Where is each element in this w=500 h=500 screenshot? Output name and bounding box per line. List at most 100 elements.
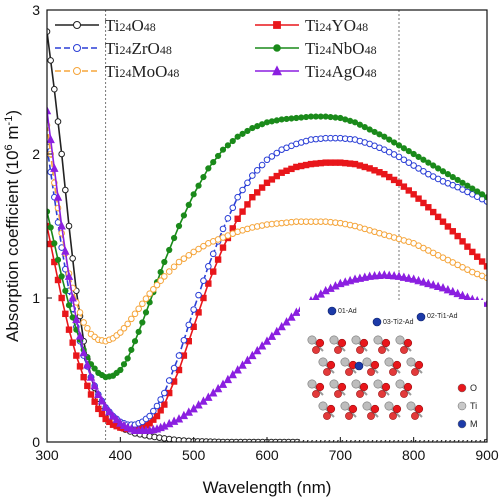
data-point	[399, 272, 409, 281]
x-tick-label: 700	[329, 447, 353, 463]
data-point	[87, 391, 95, 398]
data-point	[131, 338, 139, 345]
inset-ti-atom	[384, 401, 394, 411]
data-point	[371, 128, 378, 136]
data-point	[420, 156, 427, 163]
inset-o-atom	[326, 360, 336, 370]
data-point	[205, 165, 212, 172]
data-point	[165, 268, 173, 275]
data-point	[244, 201, 251, 208]
data-point	[131, 310, 139, 318]
data-point	[400, 145, 407, 152]
inset-o-atom	[315, 338, 325, 348]
data-point	[385, 270, 394, 279]
data-point	[98, 410, 106, 418]
data-point	[483, 263, 487, 270]
inset-m-atom	[354, 361, 364, 371]
data-point	[424, 278, 433, 288]
data-point	[135, 305, 142, 313]
data-point	[139, 319, 146, 326]
data-point	[410, 162, 417, 169]
data-point	[394, 271, 404, 280]
data-point	[185, 321, 193, 329]
data-point	[153, 281, 161, 289]
data-point	[214, 256, 222, 263]
inset-legend-label: O	[470, 383, 477, 393]
data-point	[209, 250, 217, 258]
inset-ti-atom	[406, 357, 416, 367]
data-point	[464, 182, 471, 189]
inset-ti-atom	[373, 335, 383, 345]
inset-o-atom	[337, 382, 347, 392]
data-point	[175, 352, 183, 359]
data-point	[219, 146, 227, 153]
data-point	[195, 182, 202, 189]
data-point	[101, 402, 110, 411]
data-point	[410, 191, 417, 198]
data-point	[153, 402, 161, 410]
data-point	[263, 156, 271, 164]
data-point	[128, 315, 135, 323]
data-point	[146, 412, 153, 420]
data-point	[273, 44, 281, 52]
data-point	[205, 280, 212, 287]
data-point	[135, 328, 142, 335]
inset-legend-label: M	[470, 419, 478, 429]
data-point	[69, 255, 76, 262]
data-point	[415, 165, 422, 172]
data-point	[204, 392, 213, 401]
data-point	[47, 57, 54, 64]
data-point	[62, 287, 69, 294]
data-point	[64, 271, 74, 280]
inset-legend-label: Ti	[470, 401, 477, 411]
data-point	[150, 407, 157, 415]
data-point	[244, 127, 251, 135]
data-point	[120, 324, 128, 332]
y-tick-label: 3	[32, 2, 40, 18]
data-point	[234, 133, 241, 140]
data-point	[195, 245, 202, 253]
data-point	[54, 256, 62, 263]
data-point	[262, 336, 272, 345]
data-point	[238, 360, 247, 369]
data-point	[69, 339, 76, 346]
data-point	[65, 326, 73, 333]
data-point	[272, 326, 281, 336]
inset-o-atom	[392, 404, 402, 414]
data-point	[395, 142, 403, 149]
inset-o-atom	[400, 346, 408, 354]
x-tick-label: 600	[255, 447, 279, 463]
data-point	[223, 374, 233, 384]
data-point	[54, 118, 62, 125]
inset-o-atom	[400, 390, 408, 398]
data-point	[185, 201, 192, 208]
data-point	[410, 150, 417, 158]
data-point	[454, 176, 461, 184]
inset-site-label: 02-Ti1-Ad	[427, 313, 458, 320]
data-point	[248, 350, 257, 360]
inset-o-atom	[356, 346, 364, 354]
data-point	[243, 355, 252, 364]
data-point	[443, 284, 453, 294]
x-axis-title: Wavelength (nm)	[203, 478, 332, 497]
data-point	[62, 310, 69, 318]
data-point	[449, 173, 456, 181]
data-point	[395, 179, 403, 186]
legend-item: Ti24NbO48	[255, 39, 377, 58]
data-point	[180, 255, 188, 262]
legend-item: Ti24MoO48	[55, 62, 179, 81]
data-point	[195, 309, 202, 316]
inset-o-atom	[315, 382, 325, 392]
data-point	[474, 253, 481, 260]
data-point	[157, 277, 164, 285]
data-point	[483, 299, 487, 307]
series-ti24moo48	[47, 121, 487, 345]
inset-o-atom	[337, 338, 347, 348]
data-point	[425, 159, 432, 166]
data-point	[430, 162, 437, 169]
data-point	[405, 148, 412, 155]
data-point	[150, 286, 157, 293]
inset-ti-atom	[318, 357, 328, 367]
data-point	[430, 208, 437, 216]
data-point	[420, 199, 427, 207]
